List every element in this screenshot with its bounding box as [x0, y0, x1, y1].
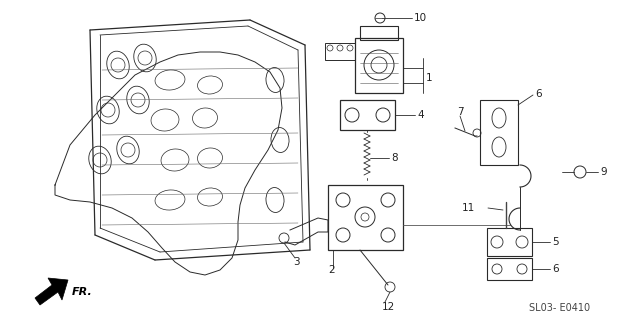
Text: 11: 11 — [462, 203, 476, 213]
Text: 6: 6 — [535, 89, 541, 99]
Text: 12: 12 — [382, 302, 396, 312]
Text: 4: 4 — [417, 110, 424, 120]
Text: 3: 3 — [293, 257, 300, 267]
Bar — [480, 100, 518, 165]
Text: 7: 7 — [457, 107, 463, 117]
Text: SL03- E0410: SL03- E0410 — [529, 303, 591, 313]
Text: 9: 9 — [600, 167, 607, 177]
Bar — [360, 26, 398, 40]
Text: 5: 5 — [552, 237, 559, 247]
Bar — [487, 258, 532, 280]
Bar — [328, 185, 403, 250]
Text: FR.: FR. — [72, 287, 93, 297]
Bar — [487, 228, 532, 256]
Polygon shape — [35, 278, 68, 305]
Bar — [355, 38, 403, 93]
Text: 6: 6 — [552, 264, 559, 274]
Bar — [340, 100, 395, 130]
Text: 10: 10 — [414, 13, 427, 23]
Text: 8: 8 — [391, 153, 397, 163]
Text: 2: 2 — [328, 265, 335, 275]
Text: 1: 1 — [426, 73, 433, 83]
